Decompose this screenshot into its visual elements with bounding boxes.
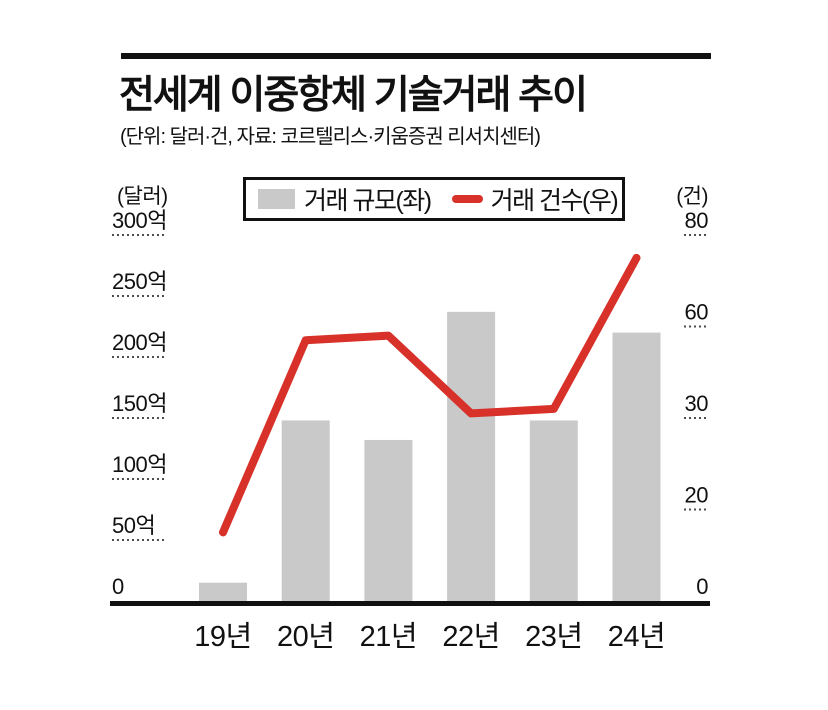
- bar-swatch-icon: [258, 189, 295, 209]
- legend-bar-label: 거래 규모(좌): [304, 187, 432, 215]
- right-tick-0: 0: [696, 574, 708, 599]
- x-label-21년: 21년: [360, 621, 417, 653]
- left-tick-0: 0: [112, 574, 124, 599]
- x-label-22년: 22년: [442, 621, 499, 653]
- x-label-20년: 20년: [277, 621, 334, 653]
- right-tick-80: 80: [685, 208, 709, 233]
- left-axis-unit: (달러): [117, 185, 168, 208]
- x-label-24년: 24년: [608, 621, 665, 653]
- right-tick-20: 20: [685, 483, 709, 508]
- left-tick-300억: 300억: [112, 208, 167, 233]
- bar-24년: [612, 332, 661, 601]
- top-rule: [121, 53, 711, 59]
- left-tick-50억: 50억: [112, 513, 155, 538]
- right-axis-unit: (건): [676, 185, 708, 208]
- bar-21년: [364, 439, 413, 601]
- right-tick-60: 60: [685, 300, 709, 325]
- x-axis-line: [110, 601, 710, 606]
- chart-subtitle: (단위: 달러·건, 자료: 코르텔리스·키움증권 리서치센터): [120, 126, 541, 148]
- bar-19년: [199, 582, 247, 601]
- left-tick-100억: 100억: [112, 452, 167, 477]
- bar-23년: [529, 420, 578, 601]
- left-tick-250억: 250억: [112, 269, 167, 294]
- right-tick-30: 30: [685, 391, 709, 416]
- left-tick-200억: 200억: [112, 330, 167, 355]
- x-label-23년: 23년: [525, 621, 582, 653]
- trade-count-line: [219, 253, 641, 537]
- chart-title: 전세계 이중항체 기술거래 추이: [119, 74, 588, 117]
- legend: 거래 규모(좌) 거래 건수(우): [243, 177, 625, 221]
- line-swatch-icon: [451, 195, 483, 203]
- left-tick-150억: 150억: [112, 391, 167, 416]
- bar-22년: [447, 311, 496, 601]
- bar-20년: [281, 420, 330, 601]
- x-label-19년: 19년: [194, 621, 251, 653]
- legend-line-label: 거래 건수(우): [490, 187, 619, 215]
